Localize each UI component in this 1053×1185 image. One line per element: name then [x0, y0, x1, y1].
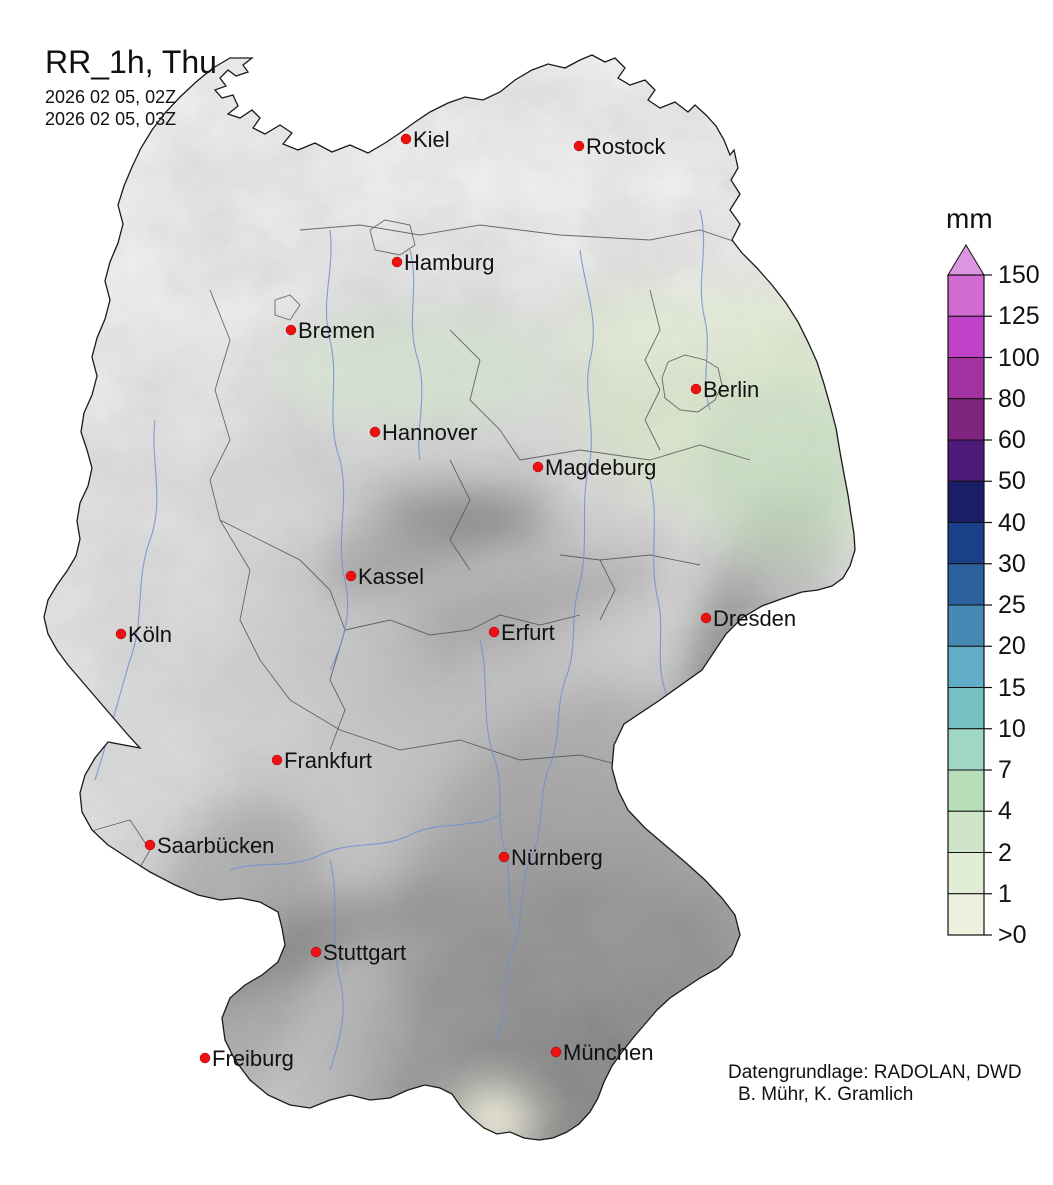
svg-text:2: 2: [998, 839, 1012, 867]
svg-text:Nürnberg: Nürnberg: [511, 845, 603, 870]
svg-text:Hamburg: Hamburg: [404, 250, 494, 275]
svg-text:Hannover: Hannover: [382, 420, 477, 445]
svg-text:B. Mühr, K. Gramlich: B. Mühr, K. Gramlich: [738, 1084, 913, 1105]
svg-text:10: 10: [998, 715, 1026, 743]
svg-text:125: 125: [998, 302, 1040, 330]
svg-text:Köln: Köln: [128, 622, 172, 647]
svg-text:2026 02 05, 02Z: 2026 02 05, 02Z: [45, 87, 176, 107]
svg-text:Datengrundlage: RADOLAN, DWD: Datengrundlage: RADOLAN, DWD: [728, 1062, 1022, 1083]
svg-text:Magdeburg: Magdeburg: [545, 455, 656, 480]
svg-text:30: 30: [998, 550, 1026, 578]
svg-text:>0: >0: [998, 921, 1027, 949]
svg-text:Frankfurt: Frankfurt: [284, 748, 372, 773]
svg-text:20: 20: [998, 632, 1026, 660]
svg-text:Erfurt: Erfurt: [501, 620, 555, 645]
svg-text:50: 50: [998, 467, 1026, 495]
svg-text:100: 100: [998, 344, 1040, 372]
svg-text:Saarbücken: Saarbücken: [157, 833, 274, 858]
svg-text:40: 40: [998, 509, 1026, 537]
svg-text:München: München: [563, 1040, 654, 1065]
svg-text:Stuttgart: Stuttgart: [323, 940, 406, 965]
svg-text:60: 60: [998, 426, 1026, 454]
svg-text:mm: mm: [946, 203, 993, 234]
svg-text:Kassel: Kassel: [358, 564, 424, 589]
svg-text:Rostock: Rostock: [586, 134, 666, 159]
svg-text:80: 80: [998, 385, 1026, 413]
svg-text:1: 1: [998, 880, 1012, 908]
svg-text:Bremen: Bremen: [298, 318, 375, 343]
svg-text:4: 4: [998, 797, 1012, 825]
svg-text:25: 25: [998, 591, 1026, 619]
svg-text:Berlin: Berlin: [703, 377, 759, 402]
svg-text:15: 15: [998, 674, 1026, 702]
svg-text:Freiburg: Freiburg: [212, 1046, 294, 1071]
svg-text:Kiel: Kiel: [413, 127, 450, 152]
svg-text:RR_1h, Thu: RR_1h, Thu: [45, 44, 217, 80]
svg-text:Dresden: Dresden: [713, 606, 796, 631]
svg-text:7: 7: [998, 756, 1012, 784]
svg-text:150: 150: [998, 261, 1040, 289]
svg-text:2026 02 05, 03Z: 2026 02 05, 03Z: [45, 109, 176, 129]
